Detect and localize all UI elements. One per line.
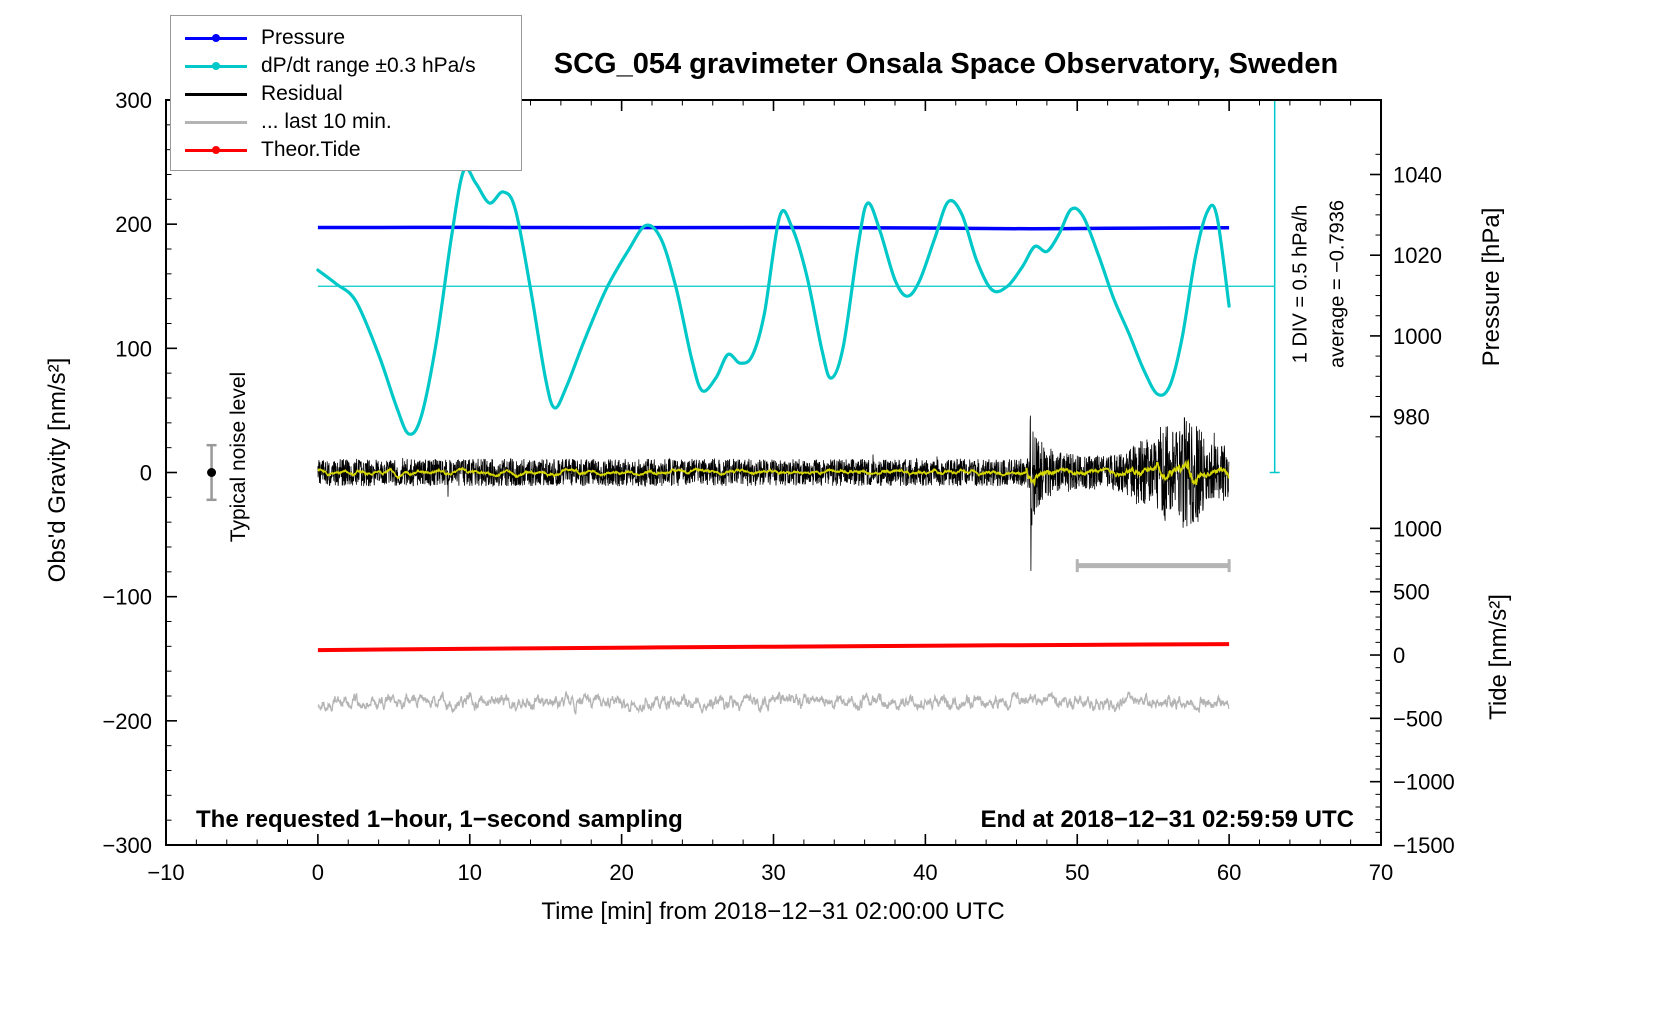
tide-tick-label: −1500 <box>1393 833 1455 858</box>
series-tide <box>317 642 1230 653</box>
tide-tick-label: 0 <box>1393 643 1405 668</box>
legend-line-sample <box>185 112 247 132</box>
y-tick-label: 200 <box>115 212 152 237</box>
legend-item-4: Theor.Tide <box>171 136 521 164</box>
div-scale-label: 1 DIV = 0.5 hPa/h <box>1289 204 1312 364</box>
series-layer <box>206 99 1280 715</box>
y-axis-title-gravity: Obs'd Gravity [nm/s²] <box>44 357 71 583</box>
series-residual-smooth <box>317 458 1230 487</box>
y-axis-title-tide: Tide [nm/s²] <box>1485 594 1512 720</box>
legend: Pressure dP/dt range ±0.3 hPa/s Residual..… <box>170 15 522 171</box>
legend-item-3: ... last 10 min. <box>171 108 521 136</box>
series-pressure <box>317 225 1230 231</box>
legend-marker-dot <box>212 146 220 154</box>
legend-label: ... last 10 min. <box>261 110 392 133</box>
legend-item-2: Residual <box>171 80 521 108</box>
legend-line-sample <box>185 28 247 48</box>
legend-item-0: Pressure <box>171 24 521 52</box>
chart-title: SCG_054 gravimeter Onsala Space Observat… <box>553 48 1339 80</box>
legend-marker-dot <box>212 34 220 42</box>
x-tick-label: 70 <box>1369 860 1393 885</box>
legend-marker-dot <box>212 62 220 70</box>
x-tick-label: 10 <box>458 860 482 885</box>
noise-dot <box>207 468 217 477</box>
pressure-tick-label: 1040 <box>1393 163 1442 188</box>
x-tick-label: 40 <box>913 860 937 885</box>
legend-item-1: dP/dt range ±0.3 hPa/s <box>171 52 521 80</box>
x-tick-label: −10 <box>147 860 184 885</box>
x-tick-label: 30 <box>761 860 785 885</box>
legend-label: Theor.Tide <box>261 138 361 161</box>
tide-tick-label: −1000 <box>1393 770 1455 795</box>
axes-layer: −10 0 10 20 30 40 50 60 70−300−200−1000100200300… <box>102 88 1454 885</box>
sampling-note: The requested 1−hour, 1−second sampling <box>196 806 683 833</box>
tide-tick-label: 1000 <box>1393 516 1442 541</box>
y-tick-label: −300 <box>102 833 152 858</box>
pressure-tick-label: 1000 <box>1393 324 1442 349</box>
legend-line-sample <box>185 56 247 76</box>
noise-level-label: Typical noise level <box>227 371 250 543</box>
y-tick-label: −200 <box>102 709 152 734</box>
legend-label: Pressure <box>261 26 346 49</box>
series-dpdt <box>316 166 1231 436</box>
x-tick-label: 20 <box>609 860 633 885</box>
legend-label: Residual <box>261 82 343 105</box>
tide-tick-label: 500 <box>1393 580 1430 605</box>
y-tick-label: 100 <box>115 336 152 361</box>
tide-tick-label: −500 <box>1393 706 1443 731</box>
end-time-note: End at 2018−12−31 02:59:59 UTC <box>980 806 1354 833</box>
y-tick-label: 0 <box>140 461 152 486</box>
legend-label: dP/dt range ±0.3 hPa/s <box>261 54 476 77</box>
series-last10min <box>317 691 1230 715</box>
legend-line-sample <box>185 84 247 104</box>
pressure-tick-label: 980 <box>1393 405 1430 430</box>
x-axis-title: Time [min] from 2018−12−31 02:00:00 UTC <box>541 898 1005 925</box>
x-tick-label: 0 <box>312 860 324 885</box>
y-axis-title-pressure: Pressure [hPa] <box>1478 207 1505 367</box>
y-tick-label: 300 <box>115 88 152 113</box>
series-residual <box>317 415 1230 571</box>
x-tick-label: 50 <box>1065 860 1089 885</box>
legend-line-sample <box>185 140 247 160</box>
y-tick-label: −100 <box>102 585 152 610</box>
plot-frame <box>165 99 1382 846</box>
pressure-tick-label: 1020 <box>1393 243 1442 268</box>
x-tick-label: 60 <box>1217 860 1241 885</box>
average-label: average = −0.7936 <box>1326 200 1349 368</box>
